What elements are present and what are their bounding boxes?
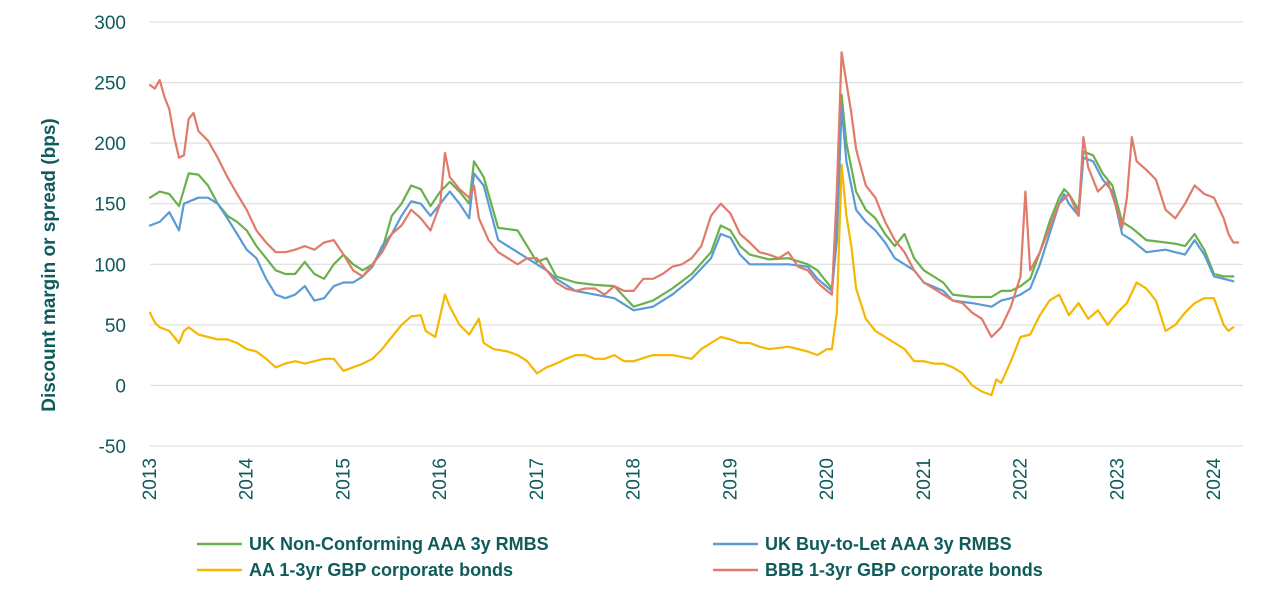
x-tick-label: 2020 [817,458,838,500]
legend-label-4: BBB 1-3yr GBP corporate bonds [765,560,1043,580]
x-tick-label: 2014 [237,458,258,501]
series-line-2 [148,105,1235,312]
x-axis-ticks: 2013 2014 2015 2016 2017 2018 2019 2020 2021 2022… [140,458,1225,501]
x-tick-label: 2023 [1107,458,1128,500]
y-axis-ticks: -50 0 50 100 150 200 250 300 [94,13,126,458]
y-tick-label: 200 [94,134,126,155]
y-tick-label: 150 [94,195,126,216]
x-tick-label: 2019 [720,458,741,500]
y-tick-label: 300 [94,13,126,34]
y-tick-label: -50 [99,437,126,458]
y-tick-label: 0 [115,376,126,397]
y-tick-label: 100 [94,255,126,276]
x-tick-label: 2021 [914,458,935,500]
x-tick-label: 2024 [1204,458,1225,501]
legend-label-3: AA 1-3yr GBP corporate bonds [249,560,513,580]
x-tick-label: 2018 [624,458,645,500]
x-tick-label: 2013 [140,458,161,500]
series-line-4 [148,51,1240,339]
series-line-1 [148,93,1235,308]
series-lines [148,51,1240,397]
y-tick-label: 50 [105,316,126,337]
legend-label-2: UK Buy-to-Let AAA 3y RMBS [765,534,1012,554]
x-tick-label: 2022 [1011,458,1032,500]
series-line-3 [148,163,1235,397]
x-tick-label: 2016 [430,458,451,500]
y-axis-label: Discount margin or spread (bps) [39,118,60,411]
x-tick-label: 2017 [527,458,548,500]
gridlines [150,21,1243,447]
x-tick-label: 2015 [333,458,354,500]
legend: UK Non-Conforming AAA 3y RMBS UK Buy-to-L… [197,534,1043,580]
y-tick-label: 250 [94,74,126,95]
legend-label-1: UK Non-Conforming AAA 3y RMBS [249,534,549,554]
